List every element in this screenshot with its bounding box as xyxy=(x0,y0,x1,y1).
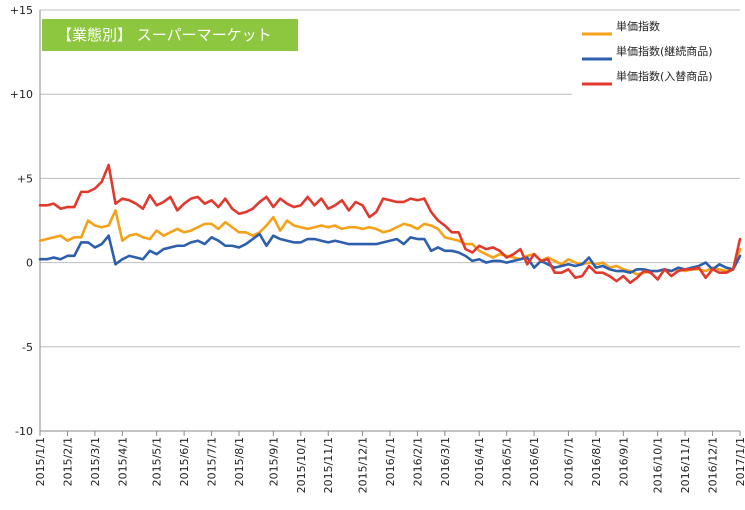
x-tick-label: 2016/1/1 xyxy=(384,437,397,486)
y-tick-label: -10 xyxy=(15,425,33,438)
x-tick-label: 2015/3/1 xyxy=(89,437,102,486)
title-box xyxy=(42,19,298,51)
x-tick-label: 2015/2/1 xyxy=(61,437,74,486)
series-lines xyxy=(38,163,742,285)
x-tick-label: 2016/9/1 xyxy=(617,437,630,486)
x-tick-label: 2016/8/1 xyxy=(590,437,603,486)
x-tick-label: 2015/10/1 xyxy=(295,437,308,493)
series-line-1 xyxy=(38,209,742,276)
x-tick-label: 2015/8/1 xyxy=(233,437,246,486)
chart-title: 【業態別】 スーパーマーケット xyxy=(42,19,298,51)
x-tick-label: 2016/4/1 xyxy=(473,437,486,486)
series-line-2 xyxy=(38,232,742,275)
x-tick-label: 2015/4/1 xyxy=(116,437,129,486)
x-tick-label: 2015/12/1 xyxy=(357,437,370,493)
series-line-3 xyxy=(38,163,742,285)
x-tick-label: 2016/10/1 xyxy=(652,437,665,493)
y-tick-label: +15 xyxy=(10,4,33,17)
x-tick-label: 2015/6/1 xyxy=(178,437,191,486)
x-tick-label: 2016/3/1 xyxy=(439,437,452,486)
x-tick-label: 2015/9/1 xyxy=(267,437,280,486)
x-tick-label: 2016/2/1 xyxy=(411,437,424,486)
y-tick-label: +10 xyxy=(10,88,33,101)
x-tick-label: 2016/5/1 xyxy=(501,437,514,486)
legend-label: 単価指数(継続商品) xyxy=(616,44,713,58)
x-tick-label: 2015/5/1 xyxy=(151,437,164,486)
x-tick-label: 2016/11/1 xyxy=(679,437,692,493)
legend-label: 単価指数 xyxy=(616,19,660,33)
x-tick-label: 2017/1/1 xyxy=(734,437,745,486)
x-tick-label: 2015/11/1 xyxy=(322,437,335,493)
x-tick-label: 2015/1/1 xyxy=(34,437,47,486)
title-text: 【業態別】 スーパーマーケット xyxy=(57,26,272,44)
x-tick-label: 2016/6/1 xyxy=(528,437,541,486)
legend-background xyxy=(572,14,740,96)
x-tick-label: 2016/12/1 xyxy=(707,437,720,493)
legend-label: 単価指数(入替商品) xyxy=(616,69,713,83)
x-tick-label: 2016/7/1 xyxy=(562,437,575,486)
y-tick-label: -5 xyxy=(22,341,33,354)
y-tick-label: 0 xyxy=(26,257,33,270)
y-tick-label: +5 xyxy=(17,172,33,185)
x-tick-label: 2015/7/1 xyxy=(206,437,219,486)
